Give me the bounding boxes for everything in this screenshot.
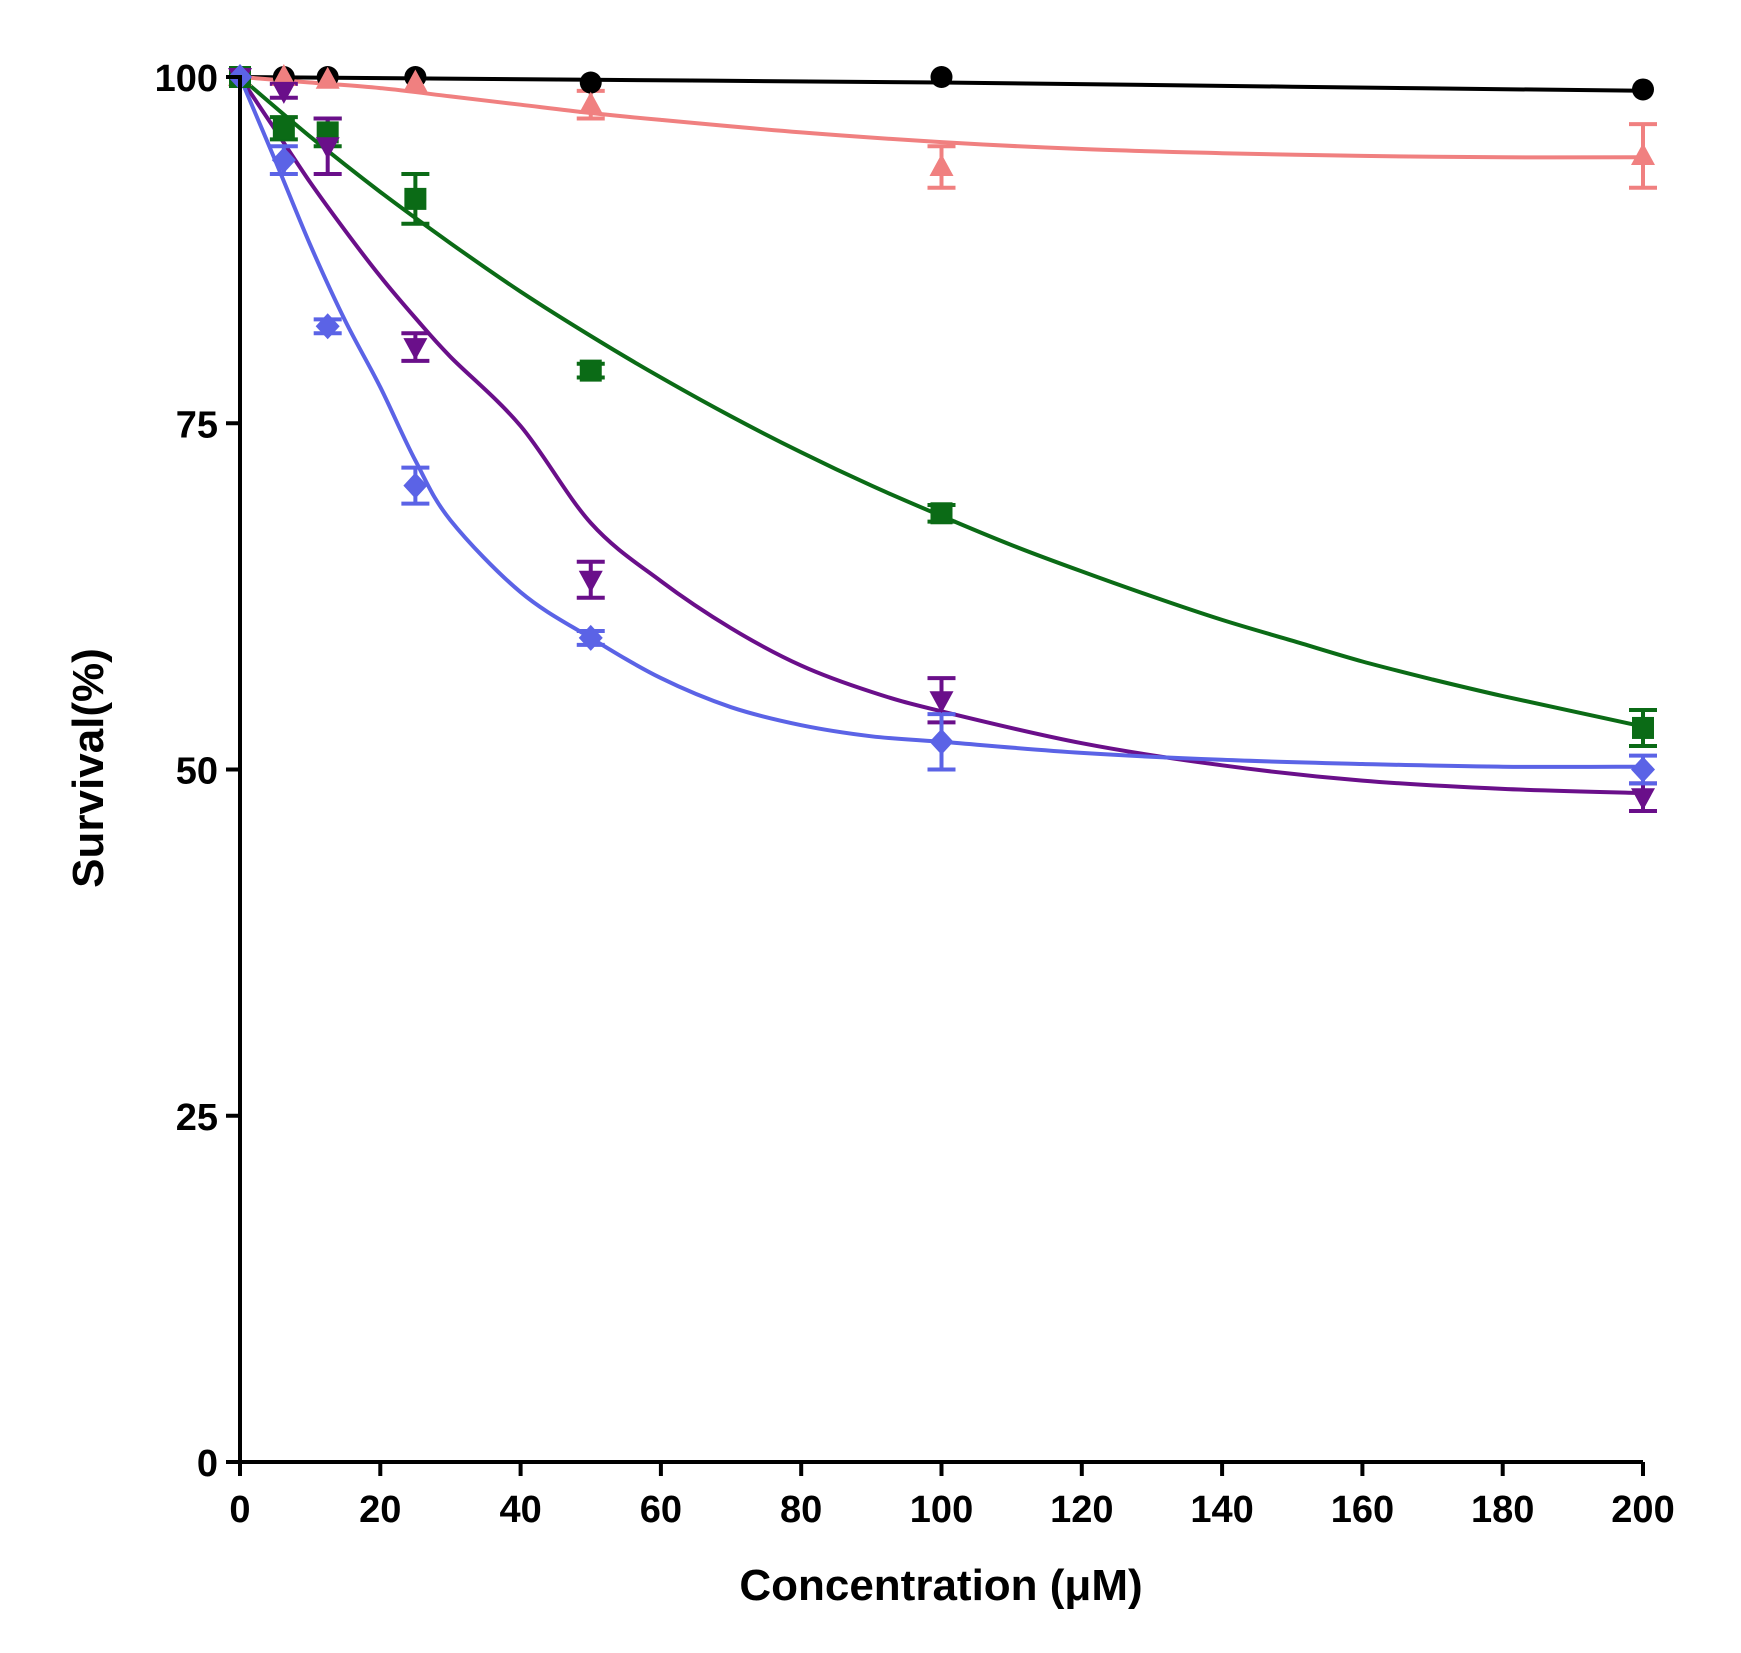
black-circle-point-5 bbox=[930, 66, 953, 88]
blue-diamond-point-4 bbox=[578, 624, 603, 651]
purple-inverted-triangle-point-3 bbox=[403, 338, 428, 361]
green-square-point-1 bbox=[272, 117, 295, 140]
x-ticks: 0 20 40 60 80 100 120 140 160 180 200 bbox=[229, 1462, 1675, 1531]
blue-diamond-fit-line bbox=[238, 76, 1644, 769]
pink-triangle-point-5 bbox=[929, 154, 954, 177]
fit-curves bbox=[238, 75, 1644, 795]
x-tick-label-40: 40 bbox=[499, 1489, 541, 1531]
error-bars bbox=[269, 81, 1657, 814]
y-tick-label-75: 75 bbox=[176, 404, 218, 446]
x-axis-title: Concentration (μM) bbox=[739, 1561, 1142, 1610]
green-square-fit-line bbox=[238, 75, 1644, 729]
y-tick-label-0: 0 bbox=[197, 1443, 218, 1485]
y-axis-title: Survival(%) bbox=[64, 648, 113, 888]
blue-diamond-point-1 bbox=[271, 147, 296, 174]
x-tick-label-120: 120 bbox=[1050, 1489, 1113, 1531]
pink-triangle-point-3 bbox=[403, 69, 428, 92]
pink-triangle-point-1 bbox=[271, 64, 296, 86]
x-tick-label-20: 20 bbox=[359, 1489, 401, 1531]
blue-diamond-point-2 bbox=[315, 313, 340, 340]
x-tick-label-180: 180 bbox=[1471, 1489, 1534, 1531]
x-tick-label-60: 60 bbox=[640, 1489, 682, 1531]
green-square-point-3 bbox=[404, 187, 427, 210]
y-tick-label-50: 50 bbox=[176, 751, 218, 793]
blue-diamond-point-3 bbox=[403, 472, 428, 499]
purple-inverted-triangle-point-5 bbox=[929, 691, 954, 714]
x-tick-label-160: 160 bbox=[1331, 1489, 1394, 1531]
pink-triangle-fit-line bbox=[239, 75, 1644, 160]
pink-triangle-point-6 bbox=[1631, 142, 1655, 165]
pink-triangle-point-2 bbox=[315, 66, 340, 89]
purple-inverted-triangle-point-1 bbox=[271, 81, 296, 104]
purple-inverted-triangle-point-2 bbox=[315, 137, 340, 160]
pink-triangle-point-4 bbox=[578, 91, 603, 114]
y-ticks: 0 25 50 75 100 bbox=[155, 58, 240, 1485]
y-tick-label-100: 100 bbox=[155, 58, 218, 100]
blue-diamond-point-6 bbox=[1631, 756, 1655, 783]
x-tick-label-140: 140 bbox=[1190, 1489, 1253, 1531]
data-markers bbox=[228, 64, 1655, 811]
y-tick-label-25: 25 bbox=[176, 1097, 218, 1139]
blue-diamond-point-5 bbox=[929, 728, 954, 755]
x-tick-label-200: 200 bbox=[1611, 1489, 1674, 1531]
purple-inverted-triangle-fit-line bbox=[238, 75, 1644, 795]
black-circle-point-6 bbox=[1632, 78, 1654, 101]
x-tick-label-100: 100 bbox=[910, 1489, 973, 1531]
purple-inverted-triangle-point-6 bbox=[1631, 788, 1655, 811]
green-square-point-4 bbox=[579, 359, 602, 382]
black-circle-point-4 bbox=[579, 71, 602, 94]
green-square-point-6 bbox=[1632, 716, 1654, 739]
x-tick-label-80: 80 bbox=[780, 1489, 822, 1531]
x-tick-label-0: 0 bbox=[229, 1489, 250, 1531]
purple-inverted-triangle-point-4 bbox=[578, 570, 603, 593]
green-square-point-5 bbox=[930, 502, 953, 525]
